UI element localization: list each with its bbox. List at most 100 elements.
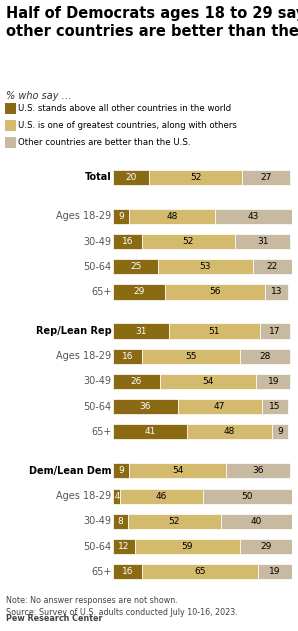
Text: 19: 19 [268, 377, 279, 386]
Text: 29: 29 [260, 542, 272, 551]
Text: 52: 52 [183, 237, 194, 246]
Bar [113, 564, 142, 579]
Text: 54: 54 [202, 377, 214, 386]
Bar [240, 349, 290, 364]
Text: 65: 65 [194, 567, 206, 576]
Text: Note: No answer responses are not shown.
Source: Survey of U.S. adults conducted: Note: No answer responses are not shown.… [6, 596, 238, 617]
Text: 53: 53 [200, 262, 211, 271]
Bar [242, 170, 290, 185]
Bar [187, 424, 272, 439]
Text: Other countries are better than the U.S.: Other countries are better than the U.S. [18, 138, 191, 147]
Text: 16: 16 [122, 351, 133, 361]
Text: 15: 15 [269, 402, 281, 411]
Text: 54: 54 [172, 466, 183, 475]
Text: 41: 41 [144, 427, 156, 436]
Text: 8: 8 [117, 517, 123, 526]
Text: 50-64: 50-64 [83, 402, 111, 411]
Bar [226, 463, 290, 478]
Text: U.S. stands above all other countries in the world: U.S. stands above all other countries in… [18, 104, 232, 113]
Text: 36: 36 [252, 466, 264, 475]
Text: Dem/Lean Dem: Dem/Lean Dem [29, 466, 111, 476]
Bar [160, 374, 256, 389]
Text: Ages 18-29: Ages 18-29 [56, 211, 111, 221]
Bar [113, 209, 129, 224]
Text: 50: 50 [242, 492, 253, 500]
Bar [113, 349, 142, 364]
Bar [262, 399, 288, 414]
Text: % who say …: % who say … [6, 91, 71, 102]
Text: 30-49: 30-49 [83, 237, 111, 247]
Text: 40: 40 [251, 517, 262, 526]
Text: 46: 46 [156, 492, 167, 500]
Bar [113, 488, 120, 504]
Text: Ages 18-29: Ages 18-29 [56, 491, 111, 501]
Text: 43: 43 [248, 212, 259, 221]
Text: 12: 12 [118, 542, 130, 551]
Text: 59: 59 [182, 542, 193, 551]
Text: 55: 55 [185, 351, 197, 361]
Bar [113, 259, 158, 274]
Bar [165, 285, 265, 300]
Bar [203, 488, 292, 504]
Bar [113, 170, 149, 185]
Bar [129, 463, 226, 478]
Text: 65+: 65+ [91, 287, 111, 297]
Text: U.S. is one of greatest countries, along with others: U.S. is one of greatest countries, along… [18, 121, 237, 130]
Text: 50-64: 50-64 [83, 541, 111, 551]
Text: 48: 48 [224, 427, 235, 436]
Bar [215, 209, 292, 224]
Bar [129, 209, 215, 224]
Text: 47: 47 [214, 402, 225, 411]
Text: 31: 31 [257, 237, 268, 246]
Bar [235, 234, 290, 249]
Text: 9: 9 [118, 466, 124, 475]
Text: 65+: 65+ [91, 427, 111, 437]
Bar [149, 170, 242, 185]
Bar [142, 349, 240, 364]
Bar [240, 539, 292, 554]
Text: 50-64: 50-64 [83, 262, 111, 272]
Bar [260, 324, 290, 339]
Text: 56: 56 [209, 288, 221, 297]
Text: 31: 31 [135, 326, 147, 336]
Bar [272, 424, 288, 439]
Text: Total: Total [85, 172, 111, 182]
Bar [113, 234, 142, 249]
Text: 26: 26 [131, 377, 142, 386]
Bar [256, 374, 290, 389]
Text: 28: 28 [260, 351, 271, 361]
Text: 48: 48 [167, 212, 178, 221]
Text: 36: 36 [140, 402, 151, 411]
Bar [128, 514, 221, 529]
Text: 13: 13 [271, 288, 283, 297]
Text: 16: 16 [122, 567, 133, 576]
Bar [142, 234, 235, 249]
Text: 30-49: 30-49 [83, 516, 111, 526]
Text: Rep/Lean Rep: Rep/Lean Rep [36, 326, 111, 336]
Bar [113, 324, 169, 339]
Text: 25: 25 [130, 262, 141, 271]
Text: 51: 51 [209, 326, 220, 336]
Bar [113, 514, 128, 529]
Bar [258, 564, 292, 579]
Text: 27: 27 [260, 173, 272, 182]
Text: 4: 4 [114, 492, 119, 500]
Bar [135, 539, 240, 554]
Text: Ages 18-29: Ages 18-29 [56, 351, 111, 361]
Bar [120, 488, 203, 504]
Bar [113, 539, 135, 554]
Bar [113, 285, 165, 300]
Text: Pew Research Center: Pew Research Center [6, 615, 103, 623]
Bar [158, 259, 253, 274]
Bar [221, 514, 292, 529]
Text: 17: 17 [269, 326, 281, 336]
Text: 65+: 65+ [91, 567, 111, 577]
Text: 29: 29 [134, 288, 145, 297]
Text: 22: 22 [267, 262, 278, 271]
Bar [113, 424, 187, 439]
Text: 19: 19 [269, 567, 281, 576]
Text: 9: 9 [118, 212, 124, 221]
Bar [178, 399, 262, 414]
Text: 52: 52 [168, 517, 180, 526]
Bar [169, 324, 260, 339]
